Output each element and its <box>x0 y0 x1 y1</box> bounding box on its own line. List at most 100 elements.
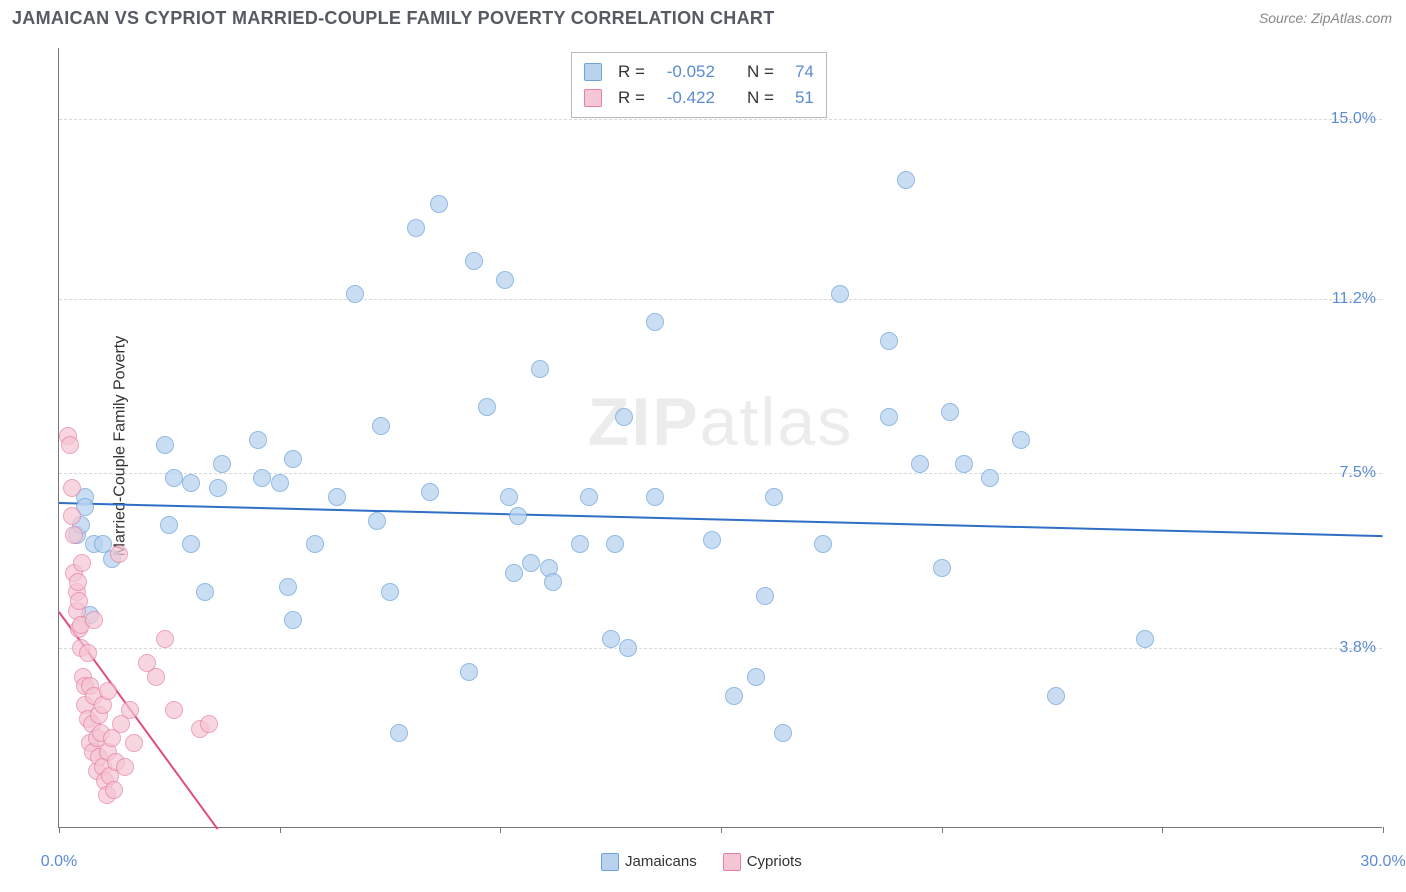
y-tick-label: 3.8% <box>1340 639 1376 657</box>
x-tick-label: 0.0% <box>41 853 77 871</box>
scatter-point <box>615 408 633 426</box>
scatter-point <box>63 479 81 497</box>
legend-swatch <box>584 63 602 81</box>
scatter-point <box>284 611 302 629</box>
scatter-point <box>646 313 664 331</box>
scatter-point <box>465 252 483 270</box>
scatter-point <box>421 483 439 501</box>
x-tick <box>1162 827 1163 833</box>
scatter-point <box>500 488 518 506</box>
scatter-point <box>955 455 973 473</box>
y-tick-label: 11.2% <box>1332 290 1376 308</box>
scatter-point <box>606 535 624 553</box>
scatter-point <box>271 474 289 492</box>
scatter-point <box>933 559 951 577</box>
plot-area-wrap: ZIPatlas 3.8%7.5%11.2%15.0%0.0%30.0%R =-… <box>58 48 1382 828</box>
scatter-point <box>1136 630 1154 648</box>
scatter-point <box>346 285 364 303</box>
x-tick <box>280 827 281 833</box>
grid-line <box>59 119 1382 120</box>
scatter-point <box>619 639 637 657</box>
legend-label: Cypriots <box>747 853 802 870</box>
scatter-point <box>880 408 898 426</box>
scatter-point <box>249 431 267 449</box>
scatter-point <box>522 554 540 572</box>
scatter-point <box>253 469 271 487</box>
scatter-point <box>390 724 408 742</box>
scatter-point <box>63 507 81 525</box>
legend-item: Cypriots <box>723 853 802 871</box>
scatter-point <box>1047 687 1065 705</box>
scatter-point <box>478 398 496 416</box>
legend-swatch <box>723 853 741 871</box>
x-tick-label: 30.0% <box>1360 853 1405 871</box>
corr-r-value: -0.422 <box>655 88 715 108</box>
scatter-point <box>580 488 598 506</box>
y-tick-label: 15.0% <box>1331 110 1376 128</box>
corr-r-label: R = <box>618 62 645 82</box>
scatter-point <box>831 285 849 303</box>
scatter-point <box>110 545 128 563</box>
scatter-point <box>99 682 117 700</box>
scatter-point <box>509 507 527 525</box>
scatter-point <box>381 583 399 601</box>
scatter-point <box>85 611 103 629</box>
scatter-point <box>725 687 743 705</box>
scatter-point <box>196 583 214 601</box>
scatter-point <box>1012 431 1030 449</box>
scatter-point <box>105 781 123 799</box>
scatter-point <box>160 516 178 534</box>
scatter-point <box>372 417 390 435</box>
x-tick <box>1383 827 1384 833</box>
plot-area: ZIPatlas 3.8%7.5%11.2%15.0%0.0%30.0%R =-… <box>58 48 1382 828</box>
y-tick-label: 7.5% <box>1340 464 1376 482</box>
scatter-point <box>602 630 620 648</box>
scatter-point <box>981 469 999 487</box>
scatter-point <box>182 535 200 553</box>
legend-label: Jamaicans <box>625 853 697 870</box>
corr-n-label: N = <box>747 88 774 108</box>
trend-line <box>59 502 1383 537</box>
scatter-point <box>209 479 227 497</box>
scatter-point <box>897 171 915 189</box>
x-tick <box>942 827 943 833</box>
scatter-point <box>880 332 898 350</box>
corr-n-value: 74 <box>784 62 814 82</box>
scatter-point <box>328 488 346 506</box>
scatter-point <box>703 531 721 549</box>
scatter-point <box>156 630 174 648</box>
scatter-point <box>156 436 174 454</box>
scatter-point <box>73 554 91 572</box>
scatter-point <box>306 535 324 553</box>
legend-item: Jamaicans <box>601 853 697 871</box>
grid-line <box>59 299 1382 300</box>
scatter-point <box>505 564 523 582</box>
scatter-point <box>121 701 139 719</box>
scatter-point <box>544 573 562 591</box>
scatter-point <box>765 488 783 506</box>
scatter-point <box>756 587 774 605</box>
scatter-point <box>571 535 589 553</box>
x-tick <box>721 827 722 833</box>
legend-swatch <box>601 853 619 871</box>
scatter-point <box>911 455 929 473</box>
grid-line <box>59 648 1382 649</box>
scatter-point <box>200 715 218 733</box>
scatter-point <box>70 592 88 610</box>
scatter-point <box>407 219 425 237</box>
title-bar: JAMAICAN VS CYPRIOT MARRIED-COUPLE FAMIL… <box>0 8 1406 38</box>
scatter-point <box>65 526 83 544</box>
scatter-point <box>165 469 183 487</box>
scatter-point <box>368 512 386 530</box>
scatter-point <box>147 668 165 686</box>
scatter-point <box>284 450 302 468</box>
scatter-point <box>460 663 478 681</box>
series-legend: Jamaicans Cypriots <box>601 853 802 871</box>
scatter-point <box>69 573 87 591</box>
corr-r-value: -0.052 <box>655 62 715 82</box>
scatter-point <box>646 488 664 506</box>
corr-n-label: N = <box>747 62 774 82</box>
x-tick <box>59 827 60 833</box>
scatter-point <box>430 195 448 213</box>
x-tick <box>500 827 501 833</box>
